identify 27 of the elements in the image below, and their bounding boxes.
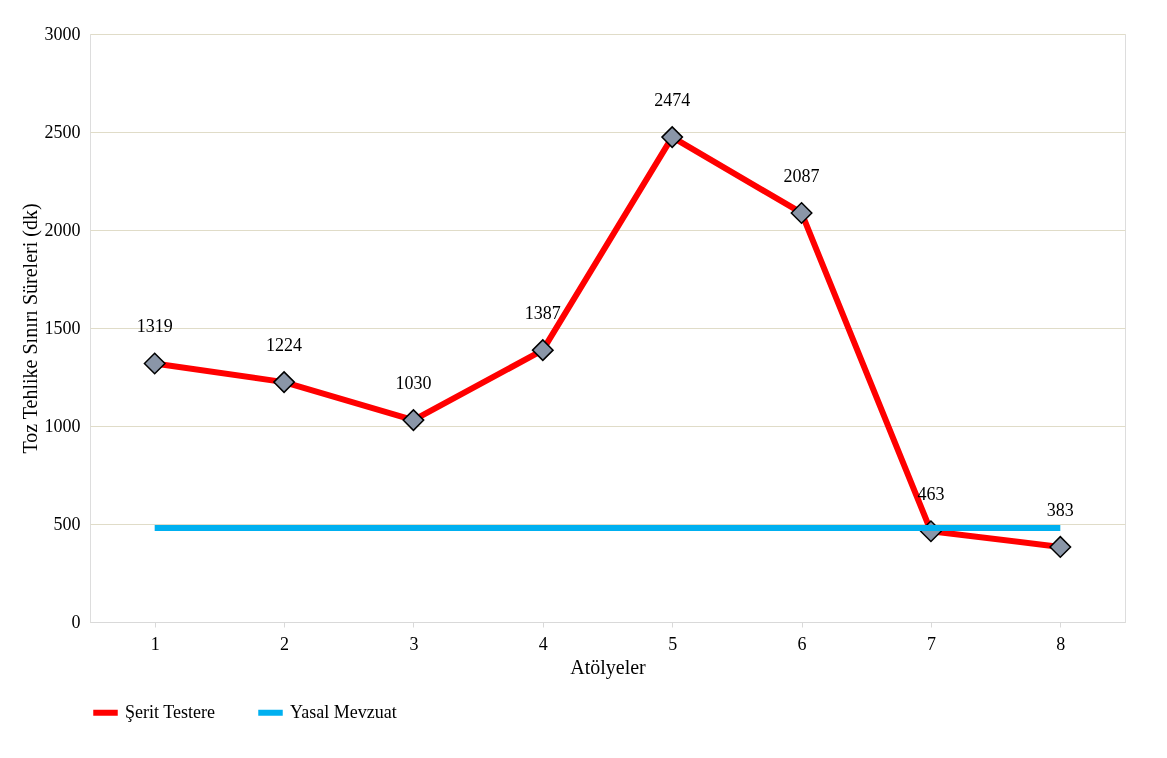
data-label: 1224 xyxy=(266,335,303,356)
x-tick-label: 7 xyxy=(926,633,936,654)
data-label: 383 xyxy=(1046,499,1074,520)
x-tick-label: 8 xyxy=(1056,633,1066,654)
x-tick-label: 3 xyxy=(409,633,419,654)
data-label: 1030 xyxy=(395,373,432,394)
data-label: 1319 xyxy=(136,316,173,337)
x-tick-label: 4 xyxy=(538,633,548,654)
x-tick-label: 2 xyxy=(280,633,290,654)
y-axis-title: Toz Tehlike Sınırı Süreleri (dk) xyxy=(18,203,42,454)
x-tick-label: 1 xyxy=(150,633,160,654)
y-tick-label: 1500 xyxy=(44,317,81,338)
data-label: 2087 xyxy=(783,165,820,186)
data-label: 463 xyxy=(917,484,945,505)
legend-label: Şerit Testere xyxy=(125,701,215,722)
legend-label: Yasal Mevzuat xyxy=(290,701,397,722)
y-tick-label: 2000 xyxy=(44,219,81,240)
x-tick-label: 6 xyxy=(797,633,807,654)
y-tick-label: 0 xyxy=(71,611,81,632)
y-tick-label: 1000 xyxy=(44,415,81,436)
data-label: 2474 xyxy=(654,90,691,111)
x-tick-label: 5 xyxy=(668,633,678,654)
data-label: 1387 xyxy=(524,303,561,324)
y-tick-label: 500 xyxy=(53,513,81,534)
y-tick-label: 2500 xyxy=(44,121,81,142)
x-axis-title: Atölyeler xyxy=(570,655,647,679)
y-tick-label: 3000 xyxy=(44,23,81,44)
